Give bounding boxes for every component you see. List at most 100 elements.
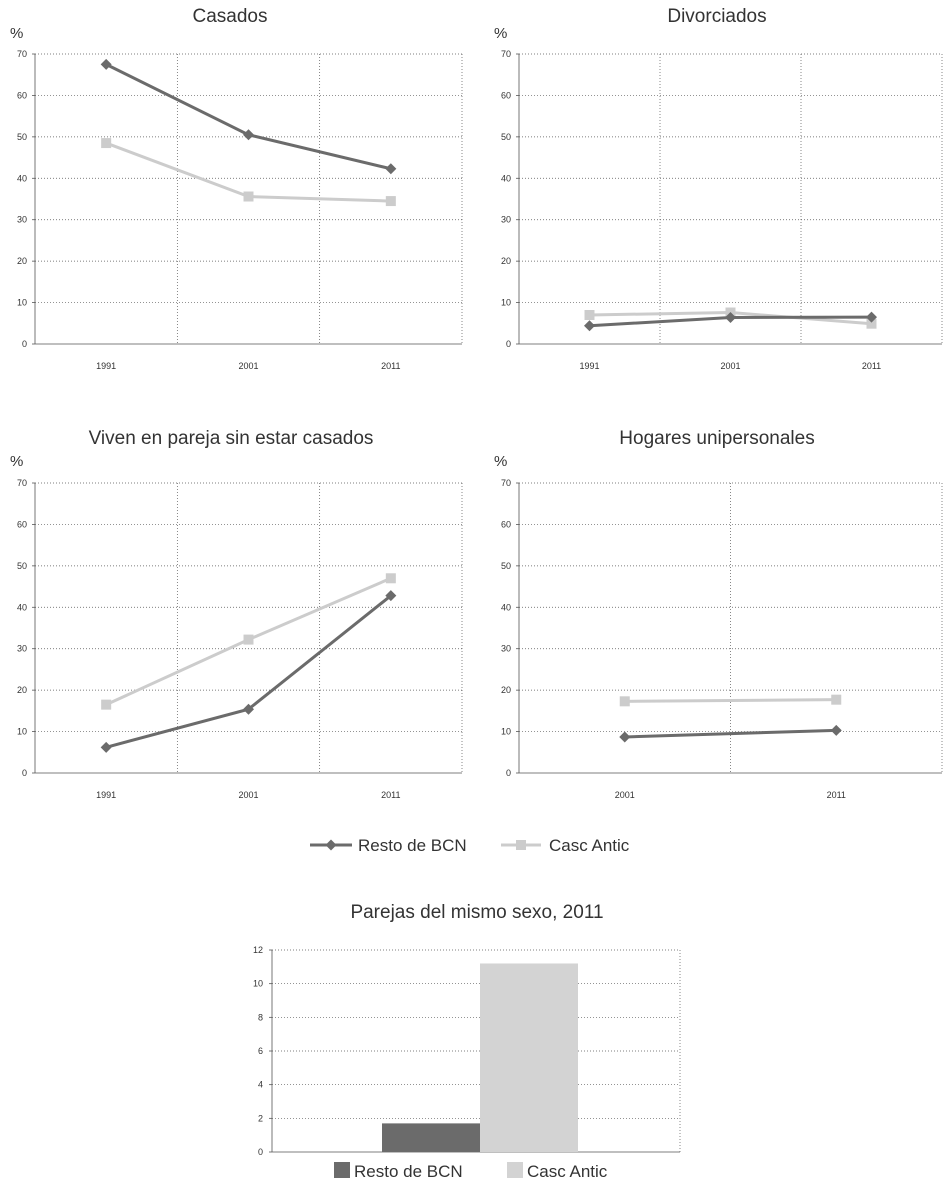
line-chart-legend: Resto de BCN Casc Antic [310,836,630,855]
y-tick-label: 0 [506,768,511,778]
y-tick-label: 10 [501,298,511,308]
chart-title: Hogares unipersonales [619,428,814,449]
line-chart-viven-en-pareja-sin-estar-casados: Viven en pareja sin estar casados% 0 10 20 3… [10,428,463,800]
chart-title: Divorciados [667,6,766,27]
data-point-resto-de-bcn [385,163,397,175]
y-tick-label: 20 [501,685,511,695]
y-tick-label: 40 [501,602,511,612]
y-axis-unit: % [494,453,507,470]
y-tick-label: 20 [501,256,511,266]
data-point-casc-antic [243,634,254,645]
x-tick-label: 2001 [238,361,258,371]
data-point-resto-de-bcn [243,129,254,141]
data-point-resto-de-bcn [100,58,112,70]
y-tick-label: 70 [501,478,511,488]
data-point-casc-antic [101,138,112,149]
line-chart-hogares-unipersonales: Hogares unipersonales% 0 10 20 30 40 50 60 70 200… [494,428,943,800]
data-point-casc-antic [385,196,396,207]
series-line-resto-de-bcn [105,594,392,749]
data-point-resto-de-bcn [243,703,254,715]
x-tick-label: 2011 [381,361,400,371]
y-tick-label: 20 [17,685,27,695]
y-tick-label: 0 [22,339,27,349]
data-point-resto-de-bcn [619,731,631,743]
y-tick-label: 60 [17,519,27,529]
bar-chart-parejas-del-mismo-sexo-2011: Parejas del mismo sexo, 2011 0 2 4 6 8 10 12 [253,902,681,1157]
data-point-casc-antic [584,310,595,320]
data-point-resto-de-bcn [584,320,595,332]
bar-resto-de-bcn [382,1123,480,1152]
y-tick-label: 10 [253,979,263,989]
y-tick-label: 70 [501,49,511,59]
bar-chart-legend: Resto de BCN Casc Antic [334,1162,608,1181]
y-tick-label: 60 [501,519,511,529]
legend-marker-casc-antic [516,840,526,850]
data-point-casc-antic [619,696,630,707]
data-point-casc-antic [243,191,254,202]
y-tick-label: 70 [17,478,27,488]
x-tick-label: 2011 [381,790,400,800]
y-tick-label: 10 [17,298,27,308]
bar-casc-antic [480,963,578,1152]
y-tick-label: 30 [17,215,27,225]
y-tick-label: 6 [258,1046,263,1056]
x-tick-label: 1991 [96,790,116,800]
y-tick-label: 30 [17,644,27,654]
y-tick-label: 60 [501,90,511,100]
y-tick-label: 40 [501,173,511,183]
line-chart-casados: Casados% 0 10 20 30 40 50 60 70 1991 2001 2011 [10,6,463,371]
y-axis-unit: % [494,25,507,42]
data-point-casc-antic [866,318,877,329]
y-axis-unit: % [10,453,23,470]
y-tick-label: 8 [258,1012,263,1022]
x-tick-label: 1991 [579,361,599,371]
legend-label-casc-antic: Casc Antic [549,836,630,855]
chart-title: Parejas del mismo sexo, 2011 [350,902,603,923]
chart-title: Viven en pareja sin estar casados [89,428,374,449]
legend-swatch-casc-antic [507,1162,523,1178]
y-tick-label: 50 [501,132,511,142]
y-tick-label: 20 [17,256,27,266]
x-tick-label: 2011 [827,790,846,800]
y-tick-label: 2 [258,1113,263,1123]
series-line-casc-antic [624,698,837,703]
y-tick-label: 4 [258,1080,263,1090]
y-tick-label: 60 [17,90,27,100]
y-tick-label: 40 [17,173,27,183]
y-tick-label: 30 [501,644,511,654]
series-line-resto-de-bcn [105,63,392,171]
data-point-resto-de-bcn [830,724,842,736]
y-tick-label: 50 [17,132,27,142]
legend-label-casc-antic: Casc Antic [527,1162,608,1181]
y-tick-label: 10 [501,727,511,737]
series-line-resto-de-bcn [624,728,837,739]
chart-title: Casados [193,6,268,27]
legend-marker-resto-de-bcn [325,839,337,851]
y-tick-label: 50 [17,561,27,571]
legend-label-resto-de-bcn: Resto de BCN [358,836,467,855]
x-tick-label: 2011 [862,361,881,371]
data-point-resto-de-bcn [725,311,736,323]
legend-label-resto-de-bcn: Resto de BCN [354,1162,463,1181]
y-tick-label: 10 [17,727,27,737]
data-point-casc-antic [101,699,112,710]
data-point-resto-de-bcn [100,741,112,753]
x-tick-label: 2001 [615,790,635,800]
y-tick-label: 70 [17,49,27,59]
data-point-casc-antic [385,573,396,584]
legend-swatch-resto-de-bcn [334,1162,350,1178]
x-tick-label: 2001 [238,790,258,800]
y-tick-label: 12 [253,945,263,955]
y-tick-label: 50 [501,561,511,571]
y-tick-label: 30 [501,215,511,225]
y-axis-unit: % [10,25,23,42]
data-point-casc-antic [831,694,842,705]
x-tick-label: 1991 [96,361,116,371]
data-point-resto-de-bcn [385,590,397,602]
y-tick-label: 0 [22,768,27,778]
y-tick-label: 40 [17,602,27,612]
x-tick-label: 2001 [720,361,740,371]
y-tick-label: 0 [506,339,511,349]
line-chart-divorciados: Divorciados% 0 10 20 30 40 50 60 70 1991 2001 2011 [494,6,943,371]
